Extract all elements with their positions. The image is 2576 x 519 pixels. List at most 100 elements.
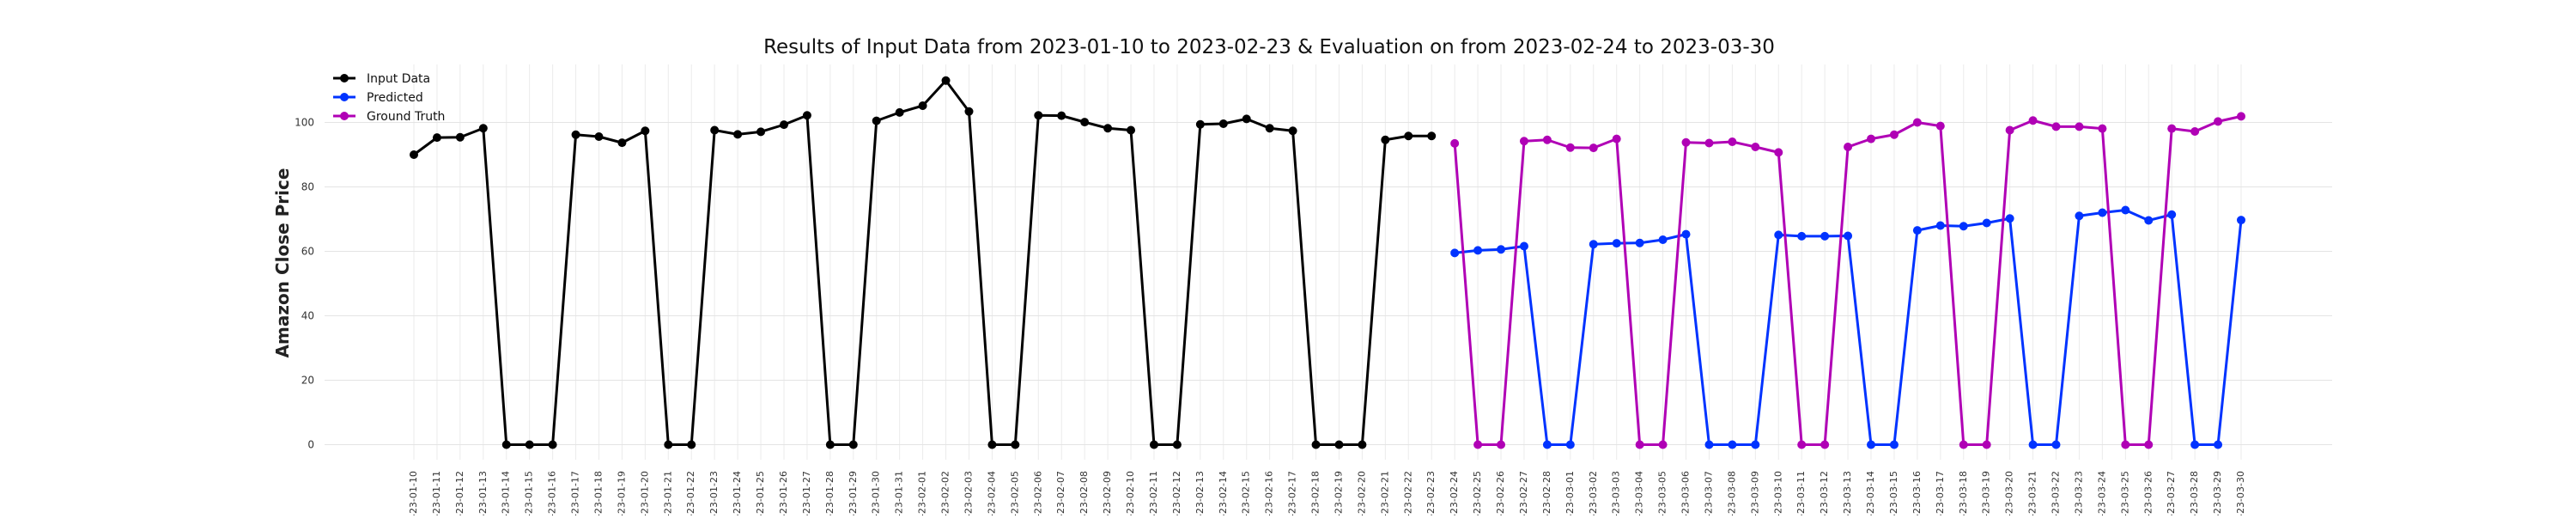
data-point (1450, 248, 1460, 258)
y-tick-label: 60 (301, 246, 314, 258)
x-tick-label: -23-02-09 (1102, 471, 1113, 516)
data-point (1935, 121, 1945, 131)
data-point (1959, 222, 1968, 231)
x-tick-label: -23-03-14 (1865, 471, 1876, 516)
x-tick-label: -23-03-29 (2212, 471, 2223, 516)
data-point (1797, 231, 1807, 241)
data-point (617, 138, 627, 148)
data-point (802, 111, 811, 120)
data-point (1542, 135, 1552, 144)
x-tick-label: -23-01-26 (778, 471, 789, 516)
data-point (548, 440, 557, 449)
data-point (2075, 122, 2084, 131)
data-point (2051, 440, 2061, 449)
data-point (1311, 440, 1321, 449)
x-tick-label: -23-03-11 (1795, 471, 1807, 516)
x-tick-label: -23-01-19 (616, 471, 627, 516)
data-point (2144, 216, 2154, 225)
data-point (2190, 440, 2200, 449)
data-point (872, 116, 881, 125)
data-point (1635, 440, 1644, 449)
data-point (2028, 116, 2038, 125)
data-point (2005, 214, 2014, 223)
x-tick-label: -23-01-28 (824, 471, 835, 516)
x-tick-label: -23-01-18 (592, 471, 604, 516)
data-point (1704, 440, 1714, 449)
data-point (2028, 440, 2038, 449)
data-point (1612, 239, 1621, 248)
data-point (1982, 440, 1991, 449)
data-point (1404, 131, 1413, 141)
x-tick-label: -23-03-05 (1657, 471, 1668, 516)
x-tick-label: -23-02-23 (1425, 471, 1437, 516)
data-point (664, 440, 673, 449)
x-tick-label: -23-01-10 (408, 471, 419, 516)
x-tick-label: -23-01-25 (755, 471, 766, 516)
data-point (1358, 440, 1367, 449)
data-point (1589, 143, 1598, 153)
y-axis-label: Amazon Close Price (272, 168, 293, 358)
data-point (1658, 235, 1668, 244)
legend-label: Input Data (367, 72, 430, 86)
x-tick-label: -23-03-08 (1726, 471, 1737, 516)
x-tick-label: -23-03-12 (1819, 471, 1830, 516)
x-tick-label: -23-01-15 (524, 471, 535, 516)
x-tick-label: -23-02-16 (1264, 471, 1275, 516)
x-tick-label: -23-01-21 (662, 471, 673, 516)
x-tick-label: -23-03-18 (1958, 471, 1969, 516)
data-point (1149, 440, 1158, 449)
data-point (1889, 130, 1899, 139)
data-point (1127, 125, 1136, 135)
data-point (1497, 245, 1506, 254)
x-tick-label: -23-03-20 (2004, 471, 2015, 516)
data-point (2190, 127, 2200, 136)
data-point (1889, 440, 1899, 449)
x-tick-label: -23-03-09 (1749, 471, 1760, 516)
x-tick-label: -23-02-05 (1009, 471, 1020, 516)
data-point (1774, 148, 1783, 157)
legend-swatch-marker (340, 93, 349, 101)
data-point (1218, 119, 1228, 128)
data-point (895, 107, 904, 117)
x-tick-label: -23-02-24 (1449, 471, 1460, 516)
x-tick-label: -23-03-07 (1703, 471, 1714, 516)
x-tick-label: -23-01-20 (639, 471, 650, 516)
data-point (641, 126, 650, 136)
data-point (478, 124, 488, 133)
data-point (2214, 440, 2223, 449)
data-point (432, 133, 441, 143)
x-tick-label: -23-02-28 (1541, 471, 1552, 516)
data-point (687, 440, 696, 449)
data-point (2075, 211, 2084, 221)
data-point (964, 107, 974, 116)
x-tick-label: -23-01-11 (431, 471, 442, 516)
data-point (1195, 119, 1205, 129)
data-point (733, 130, 743, 139)
data-point (779, 120, 788, 130)
data-point (1820, 231, 1830, 241)
data-point (2167, 124, 2177, 133)
legend-label: Ground Truth (367, 110, 445, 124)
x-tick-label: -23-03-17 (1935, 471, 1946, 516)
data-point (1844, 231, 1853, 241)
x-tick-label: -23-03-27 (2166, 471, 2177, 516)
x-tick-label: -23-01-12 (454, 471, 465, 516)
data-point (1751, 143, 1760, 151)
x-tick-label: -23-01-29 (848, 471, 859, 516)
data-point (987, 440, 997, 449)
x-tick-label: -23-02-06 (1032, 471, 1043, 516)
data-point (825, 440, 835, 449)
data-point (1959, 440, 1968, 449)
x-tick-label: -23-03-22 (2050, 471, 2062, 516)
data-point (1635, 238, 1644, 247)
x-tick-label: -23-02-12 (1171, 471, 1182, 516)
data-point (1172, 440, 1182, 449)
x-tick-label: -23-01-31 (894, 471, 905, 516)
x-tick-label: -23-02-21 (1379, 471, 1390, 516)
chart-title: Results of Input Data from 2023-01-10 to… (763, 36, 1775, 58)
x-tick-label: -23-01-22 (685, 471, 696, 516)
data-point (1542, 440, 1552, 449)
data-point (2121, 205, 2130, 215)
x-tick-label: -23-01-30 (871, 471, 882, 516)
x-tick-label: -23-03-28 (2189, 471, 2200, 516)
